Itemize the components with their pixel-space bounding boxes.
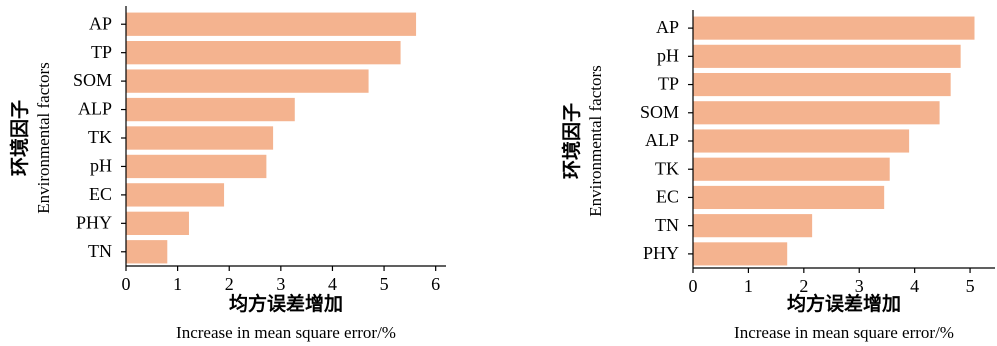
category-label: EC	[656, 187, 679, 207]
x-tick-label: 4	[328, 274, 337, 294]
x-tick-label: 6	[431, 274, 440, 294]
bar-alp	[126, 97, 295, 122]
category-label: AP	[656, 17, 679, 37]
bar-alp	[693, 129, 910, 153]
bar-som	[126, 69, 369, 93]
right-chart: AP pH TP SOM ALP TK EC TN PHY 0 1 2 3 4 5 均方误差增加 Increas…	[540, 0, 997, 346]
x-tick-label: 3	[276, 274, 285, 294]
x-axis-title-en: Increase in mean square error/%	[734, 323, 954, 342]
bar-ec	[693, 185, 885, 210]
category-label: TN	[88, 241, 112, 261]
right-chart-svg: AP pH TP SOM ALP TK EC TN PHY 0 1 2 3 4 5 均方误差增加 Increas…	[560, 10, 995, 342]
bar-som	[693, 101, 940, 125]
category-label: TP	[658, 74, 679, 94]
category-label: SOM	[73, 70, 112, 90]
x-tick-label: 0	[122, 274, 131, 294]
y-axis-title-en: Environmental factors	[586, 65, 605, 217]
category-label: PHY	[76, 212, 112, 232]
left-chart-svg: AP TP SOM ALP TK pH EC PHY TN 0 1 2 3 4 5 6 均方误差增加 Increa…	[8, 6, 446, 342]
x-tick-label: 1	[744, 276, 753, 296]
left-chart: AP TP SOM ALP TK pH EC PHY TN 0 1 2 3 4 5 6 均方误差增加 Increa…	[0, 0, 470, 346]
category-label: TK	[655, 158, 679, 178]
y-axis-title-en: Environmental factors	[34, 62, 53, 214]
category-label: TN	[655, 215, 679, 235]
x-tick-label: 1	[173, 274, 182, 294]
category-label: ALP	[645, 130, 679, 150]
category-label: AP	[89, 13, 112, 33]
category-label: TK	[88, 127, 112, 147]
category-label: EC	[89, 184, 112, 204]
x-axis-title-en: Increase in mean square error/%	[176, 323, 396, 342]
bar-tn	[693, 214, 813, 238]
x-tick-label: 0	[689, 276, 698, 296]
x-tick-label: 2	[799, 276, 808, 296]
bar-tn	[126, 240, 168, 264]
bar-phy	[693, 242, 788, 266]
x-tick-label: 3	[855, 276, 864, 296]
x-tick-label: 2	[225, 274, 234, 294]
category-label: pH	[90, 156, 112, 176]
x-axis-title-cn: 均方误差增加	[229, 292, 343, 315]
bar-tp	[693, 72, 951, 97]
bar-tp	[126, 41, 401, 65]
x-tick-label: 5	[966, 276, 975, 296]
x-tick-label: 4	[910, 276, 919, 296]
category-label: PHY	[643, 243, 679, 263]
category-label: TP	[91, 42, 112, 62]
category-label: SOM	[640, 102, 679, 122]
x-axis-title-cn: 均方误差增加	[787, 292, 901, 315]
x-tick-label: 5	[380, 274, 389, 294]
y-axis-title-cn: 环境因子	[560, 103, 583, 179]
y-axis-title-cn: 环境因子	[8, 100, 31, 176]
bar-tk	[126, 126, 274, 150]
bar-ph	[693, 44, 961, 68]
category-label: pH	[657, 45, 679, 65]
bar-tk	[693, 157, 890, 181]
bar-ap	[693, 16, 975, 40]
bar-phy	[126, 211, 189, 235]
bar-ec	[126, 183, 225, 207]
category-label: ALP	[78, 99, 112, 119]
bar-ap	[126, 12, 417, 36]
bar-ph	[126, 154, 267, 179]
